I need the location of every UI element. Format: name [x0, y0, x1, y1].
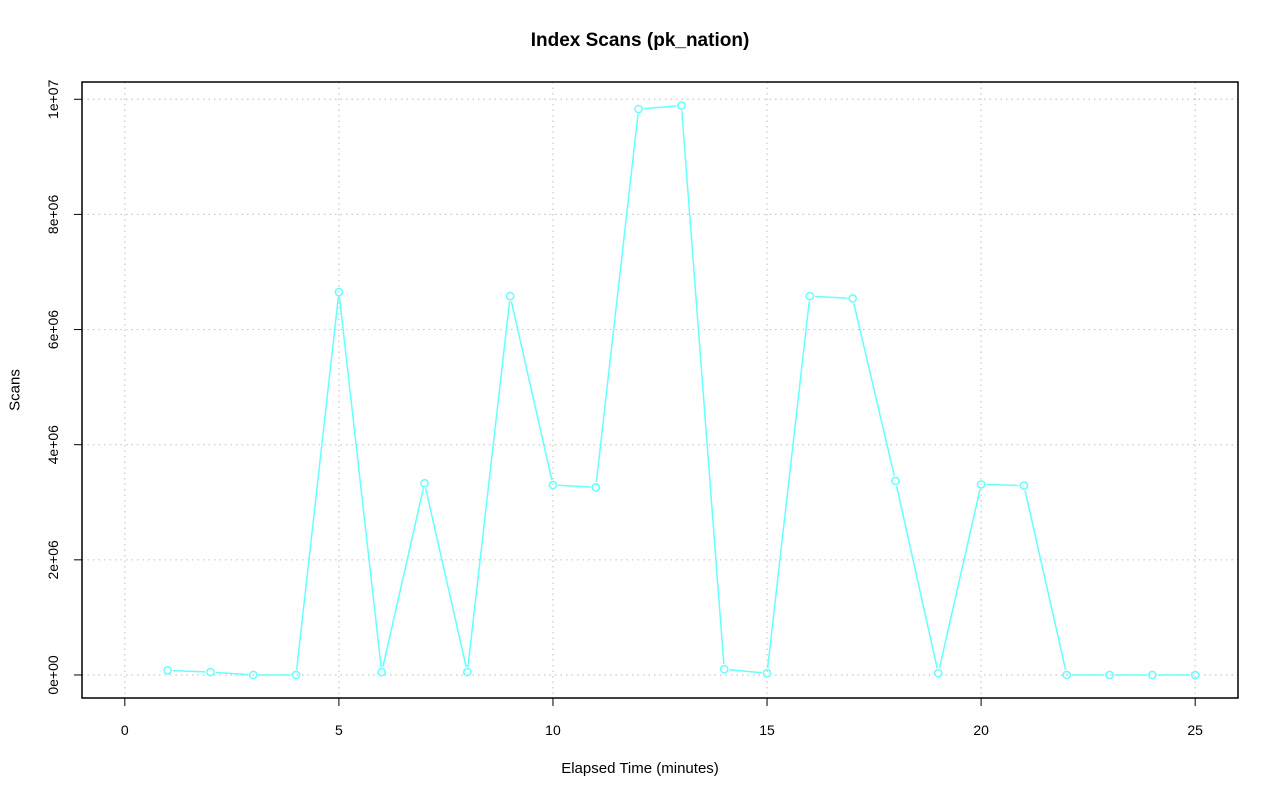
data-point	[206, 667, 215, 677]
data-point	[377, 667, 387, 677]
data-point	[248, 670, 258, 680]
data-point	[1148, 670, 1157, 680]
series-line-segment	[986, 483, 1019, 487]
series-line-segment	[338, 297, 382, 668]
x-tick-label: 10	[545, 722, 561, 738]
data-point	[505, 291, 515, 301]
series-line-segment	[853, 303, 896, 477]
data-point	[1062, 670, 1072, 680]
series-line-segment	[766, 301, 811, 669]
series-group	[163, 101, 1200, 680]
data-point	[291, 670, 301, 680]
x-tick-label: 5	[335, 722, 343, 738]
series-line-segment	[510, 301, 553, 481]
x-tick-label: 15	[759, 722, 775, 738]
x-tick-label: 20	[973, 722, 989, 738]
x-axis-label: Elapsed Time (minutes)	[561, 760, 719, 777]
series-line-segment	[595, 114, 639, 483]
data-point	[591, 482, 601, 492]
grid-lines	[82, 82, 1238, 698]
plot-frame	[81, 81, 1239, 699]
data-point	[462, 667, 472, 677]
data-point	[719, 664, 729, 674]
series-line-segment	[424, 488, 467, 668]
series-line-segment	[382, 488, 425, 668]
data-point	[163, 666, 172, 675]
data-point	[805, 291, 815, 301]
series-line-segment	[295, 297, 340, 670]
data-point	[1019, 481, 1029, 490]
data-point	[634, 104, 643, 114]
y-tick-label: 1e+07	[45, 79, 61, 119]
y-tick-label: 8e+06	[45, 195, 61, 235]
series-line-segment	[558, 484, 591, 488]
series-line-segment	[729, 668, 762, 674]
y-tick-label: 2e+06	[45, 540, 61, 580]
series-line-segment	[215, 671, 249, 676]
data-point	[848, 294, 858, 303]
data-point	[1105, 670, 1114, 680]
data-point	[976, 480, 986, 489]
y-tick-label: 4e+06	[45, 425, 61, 465]
data-point	[762, 668, 772, 678]
series-line-segment	[895, 485, 938, 669]
chart-title: Index Scans (pk_nation)	[530, 30, 750, 51]
series-line-segment	[172, 669, 206, 673]
y-axis-label: Scans	[6, 369, 24, 411]
x-tick-label: 0	[121, 722, 129, 738]
data-point	[891, 476, 900, 486]
y-tick-label: 6e+06	[45, 310, 61, 350]
axes: 0 5 10 15 20 25 0e+00 2e+06 4e+06 6e+06 8e+06 1e+07	[45, 79, 1203, 738]
data-point	[677, 101, 686, 110]
series-line-segment	[815, 295, 848, 299]
data-point	[334, 287, 344, 297]
data-point	[933, 668, 943, 678]
x-tick-label: 25	[1187, 722, 1203, 738]
series-line-segment	[467, 301, 511, 668]
series-line-segment	[643, 105, 677, 110]
series-line-segment	[681, 110, 725, 665]
series-line-segment	[938, 489, 981, 669]
data-point	[420, 478, 429, 488]
data-point	[1190, 670, 1200, 680]
series-line-segment	[1024, 490, 1067, 671]
y-tick-label: 0e+00	[45, 655, 61, 695]
data-point	[548, 480, 558, 490]
